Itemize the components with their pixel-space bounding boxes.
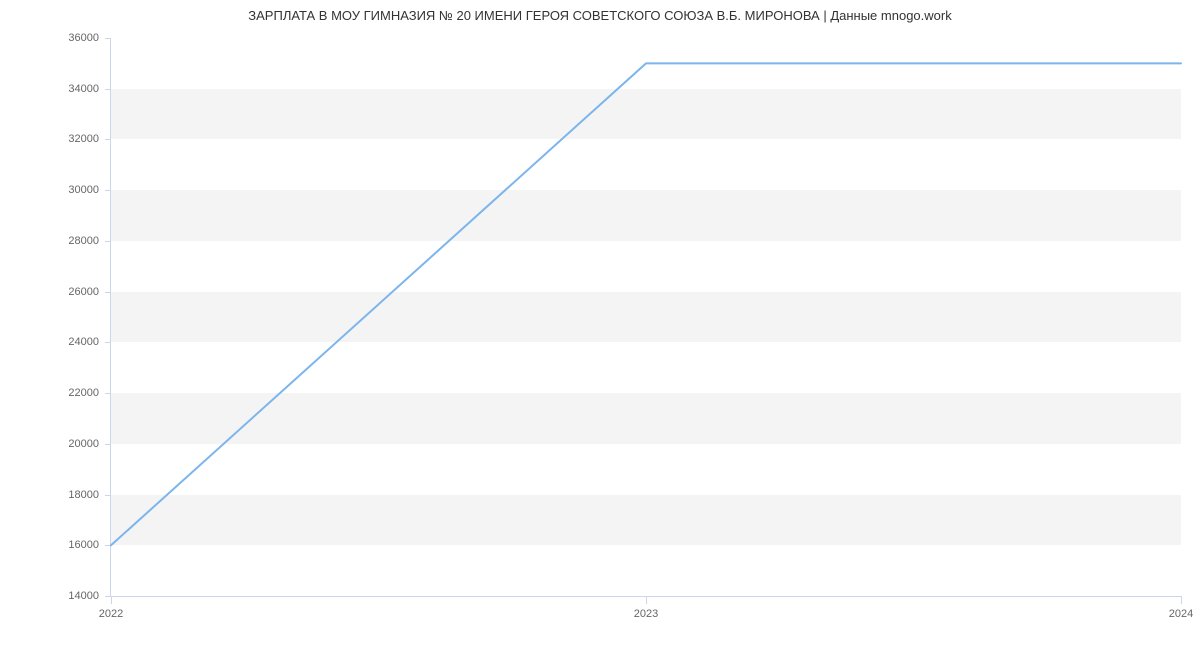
x-tick-label: 2022 (99, 608, 123, 620)
salary-line-chart: ЗАРПЛАТА В МОУ ГИМНАЗИЯ № 20 ИМЕНИ ГЕРОЯ… (0, 0, 1200, 650)
x-tick-label: 2024 (1169, 608, 1193, 620)
series-line (111, 38, 1181, 596)
x-tick-mark (1181, 596, 1182, 604)
x-tick-mark (111, 596, 112, 604)
chart-title: ЗАРПЛАТА В МОУ ГИМНАЗИЯ № 20 ИМЕНИ ГЕРОЯ… (0, 8, 1200, 23)
x-tick-label: 2023 (634, 608, 658, 620)
x-tick-mark (646, 596, 647, 604)
plot-area: 1400016000180002000022000240002600028000… (110, 38, 1181, 597)
